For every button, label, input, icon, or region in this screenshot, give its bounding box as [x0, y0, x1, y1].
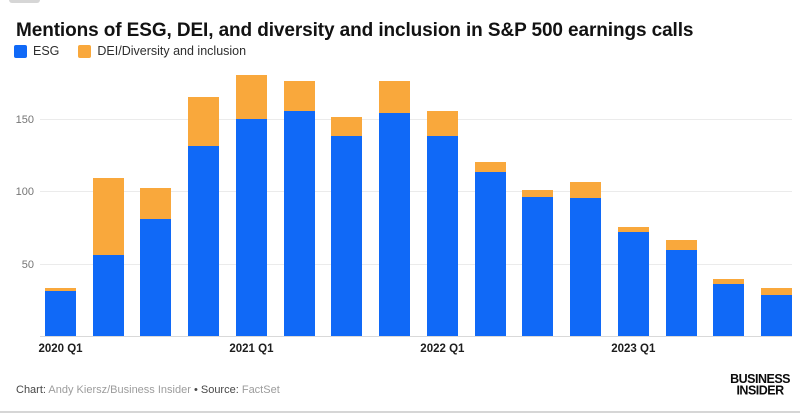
x-tick-label-2022-q1: 2022 Q1: [420, 343, 465, 355]
bar-2020-q3: [140, 188, 172, 336]
gridline-150: [40, 118, 792, 120]
bar-2023-q3: [713, 279, 745, 336]
bar-2022-q2: [474, 162, 506, 336]
bar-2021-q1: [235, 75, 267, 336]
source-value: FactSet: [241, 384, 280, 396]
x-axis-labels: 2020 Q1 2021 Q1 2022 Q1 2023 Q1: [0, 343, 800, 359]
esg-segment: [713, 283, 745, 336]
dei-segment: [331, 117, 363, 136]
dei-segment: [665, 240, 697, 251]
esg-segment: [92, 254, 124, 336]
bar-2022-q1: [426, 111, 458, 336]
bar-2023-q1: [617, 227, 649, 336]
dei-segment: [235, 75, 267, 119]
y-tick-label-50: 50: [21, 258, 34, 271]
dei-segment: [570, 182, 602, 199]
screenshot-crop-artifact: [9, 0, 40, 3]
dei-segment: [283, 80, 315, 112]
bar-2021-q4: [379, 80, 411, 336]
esg-segment: [45, 291, 76, 336]
esg-segment: [188, 146, 220, 336]
dei-segment: [474, 162, 506, 173]
esg-segment: [474, 172, 506, 336]
legend-item-esg: ESG: [14, 44, 59, 58]
chart-title: Mentions of ESG, DEI, and diversity and …: [16, 19, 694, 41]
esg-segment: [379, 112, 411, 336]
esg-segment: [570, 198, 602, 336]
page-bottom-divider: [0, 411, 800, 413]
gridline-100: [40, 191, 792, 192]
source-label: Source:: [200, 384, 239, 396]
dei-segment: [45, 288, 76, 292]
esg-swatch-icon: [14, 44, 27, 58]
dei-segment: [522, 189, 554, 197]
bar-2022-q4: [570, 182, 602, 336]
dei-segment: [379, 80, 411, 113]
esg-segment: [761, 295, 792, 336]
y-tick-label-100: 100: [15, 186, 34, 198]
legend-item-dei: DEI/Diversity and inclusion: [78, 44, 246, 58]
credit-value: Andy Kiersz/Business Insider: [48, 384, 191, 396]
bar-2020-q1: [45, 288, 76, 336]
y-tick-label-150: 150: [15, 113, 34, 126]
bar-2020-q2: [92, 177, 124, 336]
separator-dot: •: [193, 384, 198, 396]
logo-line-1: BUSINESS: [730, 371, 790, 387]
bar-2023-q4: [761, 288, 792, 336]
bar-2023-q2: [665, 240, 697, 336]
esg-segment: [140, 218, 172, 336]
dei-segment: [761, 288, 792, 296]
credit-label: Chart:: [16, 384, 46, 396]
credit-line: Chart: Andy Kiersz/Business Insider • So…: [16, 384, 280, 396]
x-tick-label-2020-q1: 2020 Q1: [38, 343, 83, 355]
business-insider-logo: BUSINESS INSIDER: [730, 371, 790, 398]
bar-2021-q2: [283, 80, 315, 336]
x-tick-label-2023-q1: 2023 Q1: [611, 343, 656, 355]
x-axis-line: [40, 336, 792, 337]
legend-label-esg: ESG: [33, 44, 60, 58]
esg-segment: [235, 118, 267, 336]
dei-segment: [713, 279, 745, 284]
gridline-50: [40, 263, 792, 265]
bar-2020-q4: [188, 96, 220, 336]
esg-segment: [522, 196, 554, 336]
dei-segment: [188, 96, 220, 147]
dei-segment: [92, 177, 124, 255]
x-tick-label-2021-q1: 2021 Q1: [229, 343, 274, 355]
plot-area: 50 100 150: [0, 67, 800, 337]
legend: ESG DEI/Diversity and inclusion: [14, 44, 246, 58]
esg-segment: [426, 135, 458, 336]
esg-segment: [617, 231, 649, 336]
dei-segment: [426, 111, 458, 136]
bar-2022-q3: [522, 189, 554, 336]
dei-swatch-icon: [78, 44, 92, 58]
bar-2021-q3: [331, 117, 363, 336]
logo-line-2: INSIDER: [736, 382, 784, 398]
esg-segment: [331, 135, 363, 336]
dei-segment: [617, 227, 649, 232]
legend-label-dei: DEI/Diversity and inclusion: [97, 44, 247, 58]
esg-segment: [665, 250, 697, 336]
esg-segment: [283, 111, 315, 336]
dei-segment: [140, 188, 172, 219]
